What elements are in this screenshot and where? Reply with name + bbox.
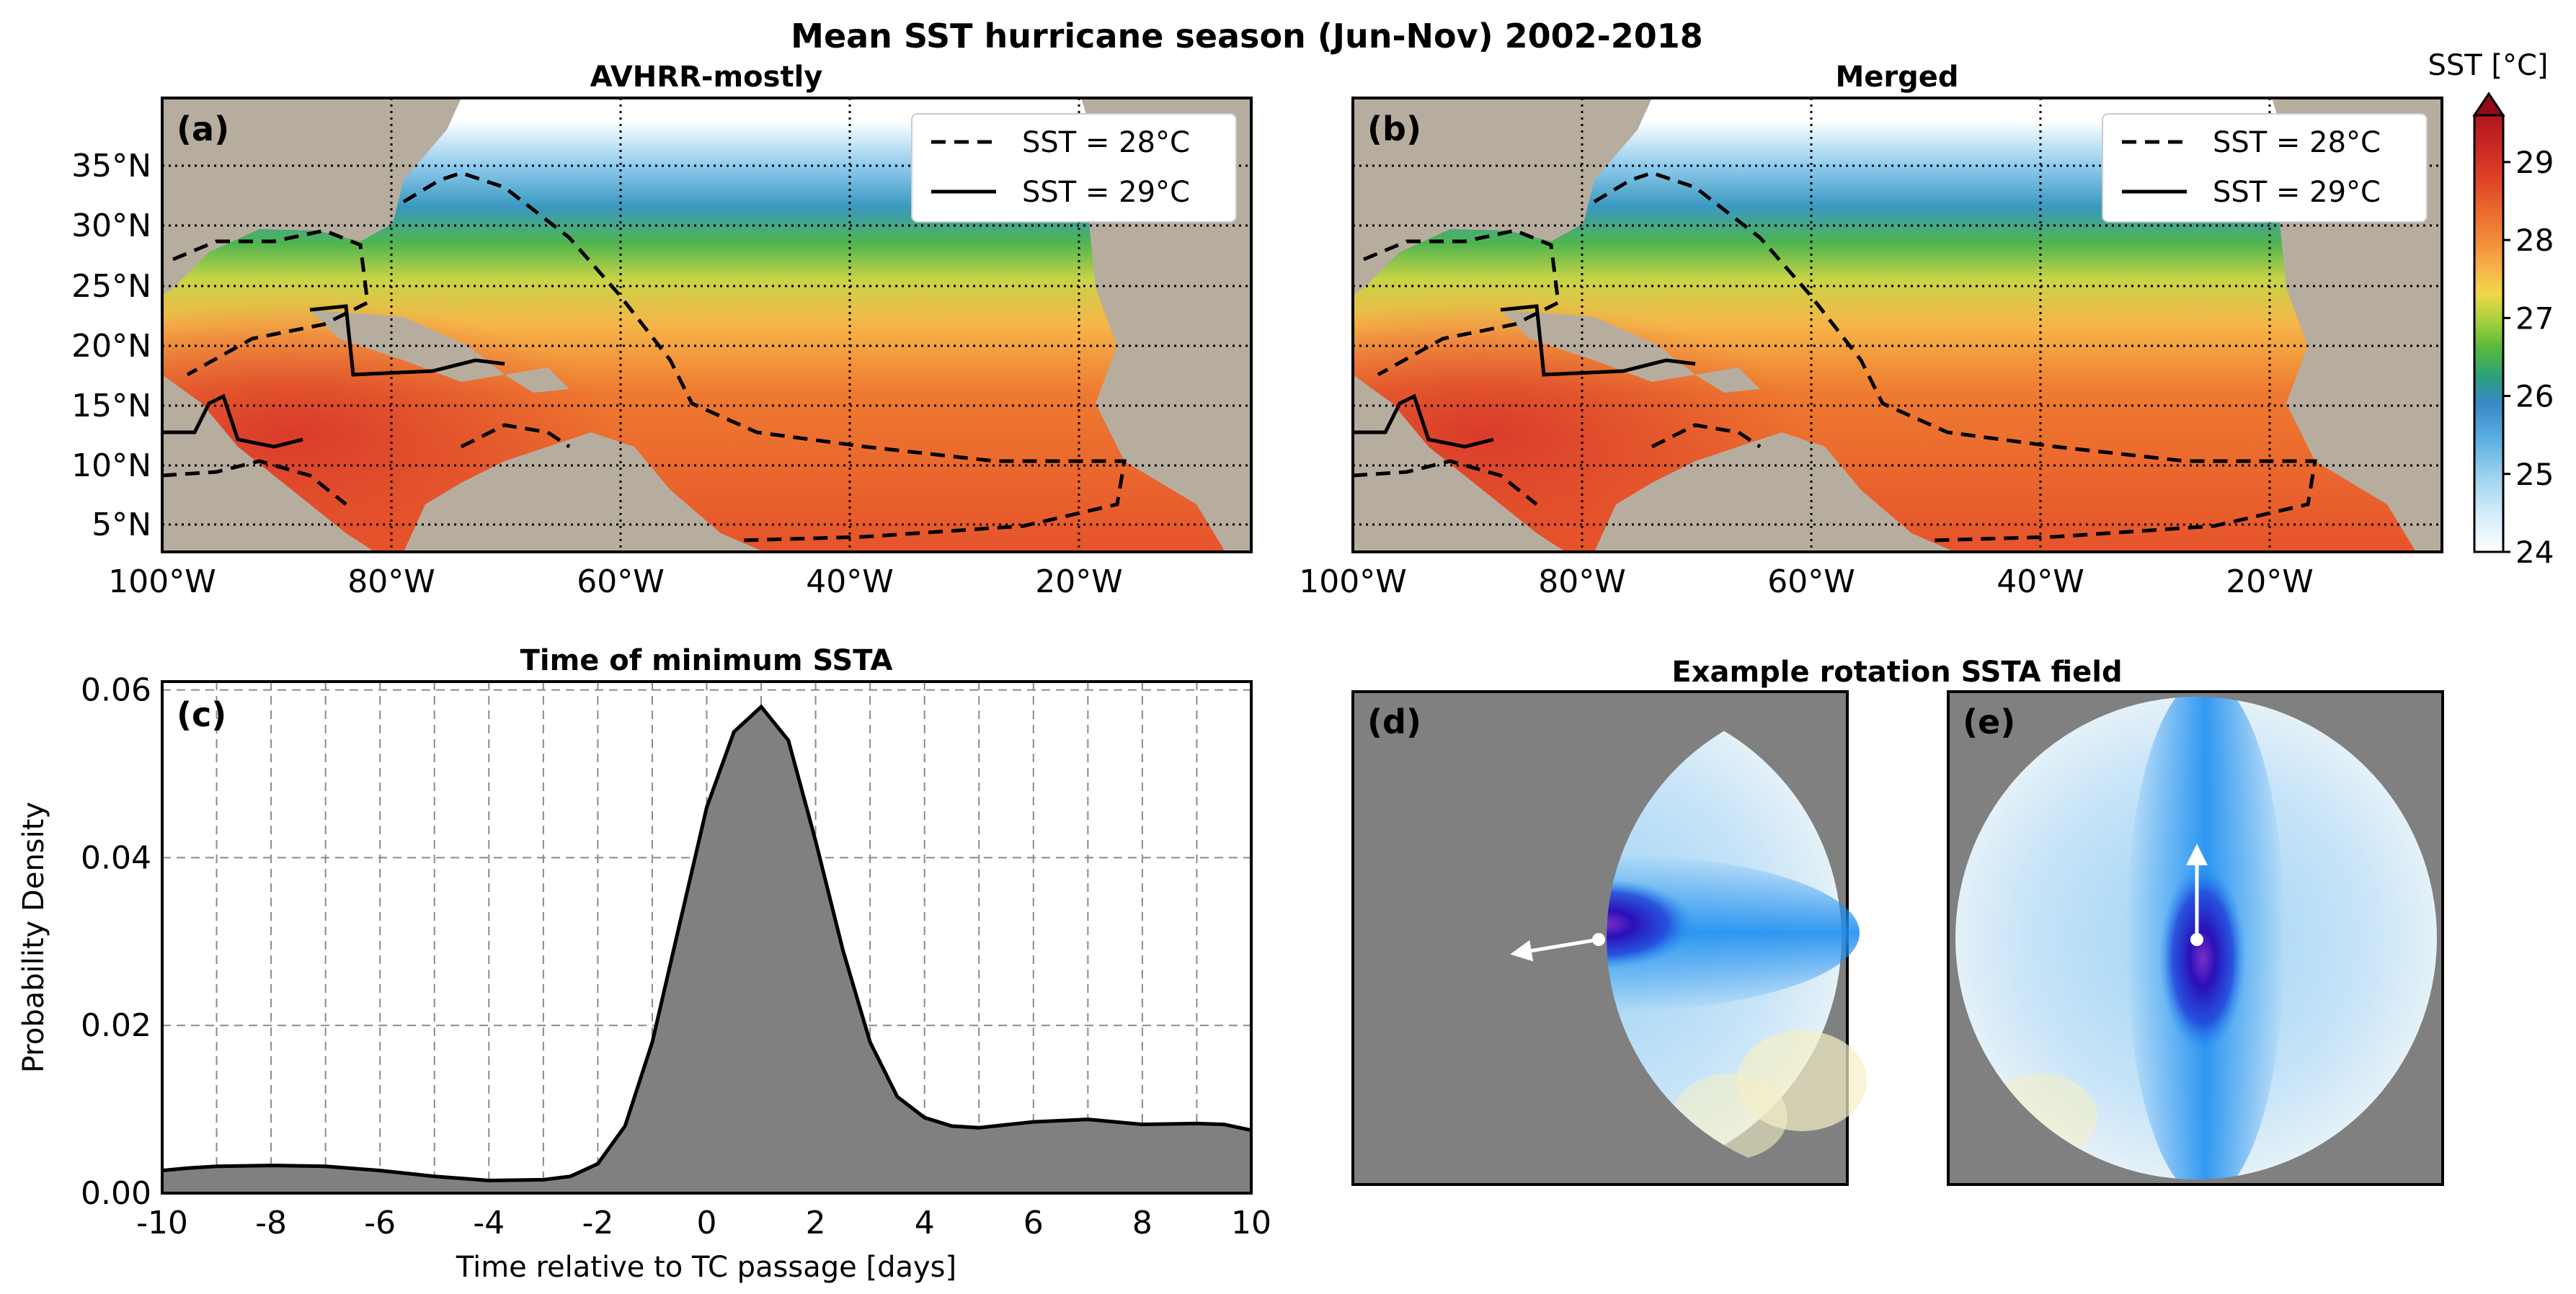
panel-b-xtick: 100°W <box>1299 563 1407 600</box>
panel-a-xticks: 100°W 80°W 60°W 40°W 20°W <box>108 563 1123 600</box>
panel-b-label: (b) <box>1367 110 1421 148</box>
colorbar: SST [°C] 24 25 26 27 28 29 <box>2428 49 2554 570</box>
panel-e: (e) <box>1947 690 2444 1186</box>
panel-c-ytick: 0.02 <box>81 1007 151 1044</box>
panel-b-legend-28: SST = 28°C <box>2213 126 2381 159</box>
colorbar-extend-triangle <box>2472 92 2505 117</box>
panel-c-ylabel: Probability Density <box>17 802 50 1073</box>
panel-b-legend: SST = 28°C SST = 29°C <box>2102 113 2428 223</box>
panel-c-ytick: 0.04 <box>81 839 151 876</box>
panel-c-xtick: -4 <box>473 1205 505 1241</box>
panel-a-label: (a) <box>177 110 229 148</box>
panel-a-xtick: 100°W <box>108 563 216 600</box>
panel-c-xticks: -10 -8 -6 -4 -2 0 2 4 6 8 10 <box>136 1205 1271 1241</box>
colorbar-tick-label: 28 <box>2515 223 2554 258</box>
panel-a-yticks: 5°N 10°N 15°N 20°N 25°N 30°N 35°N <box>71 148 151 543</box>
panel-b-contour-29 <box>1353 304 1696 449</box>
panel-c-xtick: -8 <box>255 1205 287 1241</box>
colorbar-ticks: 24 25 26 27 28 29 <box>2503 145 2554 570</box>
panel-a-xtick: 20°W <box>1035 563 1123 600</box>
panel-c-xtick: -2 <box>582 1205 613 1241</box>
panel-c-title: Time of minimum SSTA <box>520 644 893 677</box>
panel-d-cold-core <box>1607 879 1694 968</box>
panel-a-contour-28 <box>162 171 1127 543</box>
panel-c-xtick: 0 <box>697 1205 717 1241</box>
panel-a-legend-29: SST = 29°C <box>1022 176 1190 209</box>
panel-d-label: (d) <box>1367 702 1421 741</box>
panel-a-frame <box>161 97 1253 553</box>
panel-a-xtick: 60°W <box>577 563 665 600</box>
panel-c-xtick: 10 <box>1231 1205 1271 1241</box>
panel-c-ytick: 0.06 <box>81 672 151 709</box>
colorbar-label: SST [°C] <box>2428 49 2548 82</box>
panel-b-legend-29: SST = 29°C <box>2213 176 2381 209</box>
panel-a: AVHRR-mostly <box>71 61 1253 600</box>
panel-d: (d) <box>1351 690 1867 1186</box>
panel-c-xtick: 8 <box>1132 1205 1152 1241</box>
panel-c-xtick: 6 <box>1023 1205 1044 1241</box>
panel-a-legend: SST = 28°C SST = 29°C <box>911 113 1237 223</box>
panel-b-xtick: 80°W <box>1538 563 1626 600</box>
colorbar-bar <box>2473 114 2505 553</box>
panel-b-xtick: 40°W <box>1997 563 2084 600</box>
panel-d-center-dot <box>1592 933 1605 946</box>
panel-b-grid <box>1353 98 2442 552</box>
panel-c-xtick: -10 <box>136 1205 188 1241</box>
panel-de-title: Example rotation SSTA field <box>1671 656 2122 689</box>
panel-b-frame <box>1351 97 2443 553</box>
panel-c-xtick: 4 <box>915 1205 935 1241</box>
panel-a-grid <box>162 98 1251 552</box>
panel-a-xtick: 80°W <box>347 563 435 600</box>
panel-c-xtick: -6 <box>364 1205 396 1241</box>
panel-a-ytick: 30°N <box>71 208 151 244</box>
panel-e-cold-core <box>2159 865 2246 1052</box>
colorbar-tick-label: 27 <box>2515 300 2554 336</box>
panel-a-ytick: 25°N <box>71 268 151 305</box>
panel-c-xtick: 2 <box>806 1205 826 1241</box>
panel-c-yticks: 0.00 0.02 0.04 0.06 <box>81 672 151 1212</box>
panel-c-curve <box>161 704 1252 1183</box>
panel-c-frame <box>161 680 1253 1195</box>
panel-a-title: AVHRR-mostly <box>590 61 823 94</box>
colorbar-tick-label: 25 <box>2515 457 2554 492</box>
panel-c-xlabel: Time relative to TC passage [days] <box>456 1251 956 1284</box>
panel-a-legend-28: SST = 28°C <box>1022 126 1190 159</box>
panel-b: Merged <box>1299 61 2443 600</box>
panel-e-label: (e) <box>1963 702 2015 741</box>
panel-a-ytick: 20°N <box>71 328 151 365</box>
panel-d-arrow <box>1510 937 1599 962</box>
panel-b-xtick: 60°W <box>1767 563 1855 600</box>
colorbar-tick-label: 26 <box>2515 379 2554 414</box>
panel-a-ytick: 35°N <box>71 148 151 184</box>
panel-a-contour-29 <box>162 304 505 449</box>
panel-e-center-dot <box>2190 933 2203 946</box>
panel-c-ytick: 0.00 <box>81 1175 151 1212</box>
colorbar-tick-label: 29 <box>2515 145 2554 180</box>
panel-b-title: Merged <box>1835 61 1958 94</box>
panel-a-ytick: 15°N <box>71 388 151 424</box>
panel-b-xtick: 20°W <box>2226 563 2314 600</box>
panel-b-xticks: 100°W 80°W 60°W 40°W 20°W <box>1299 563 2314 600</box>
figure-title: Mean SST hurricane season (Jun-Nov) 2002… <box>791 17 1703 55</box>
panel-c-label: (c) <box>177 695 226 734</box>
panel-a-ytick: 5°N <box>92 507 151 543</box>
panel-a-ytick: 10°N <box>71 447 151 484</box>
panel-c: Time of minimum SSTA (c) -10 -8 -6 -4 -2 0 2 4 6… <box>17 644 1271 1284</box>
panel-b-contour-28 <box>1353 171 2317 543</box>
panel-c-area <box>162 706 1251 1193</box>
colorbar-tick-label: 24 <box>2515 535 2554 570</box>
panel-a-xtick: 40°W <box>806 563 894 600</box>
